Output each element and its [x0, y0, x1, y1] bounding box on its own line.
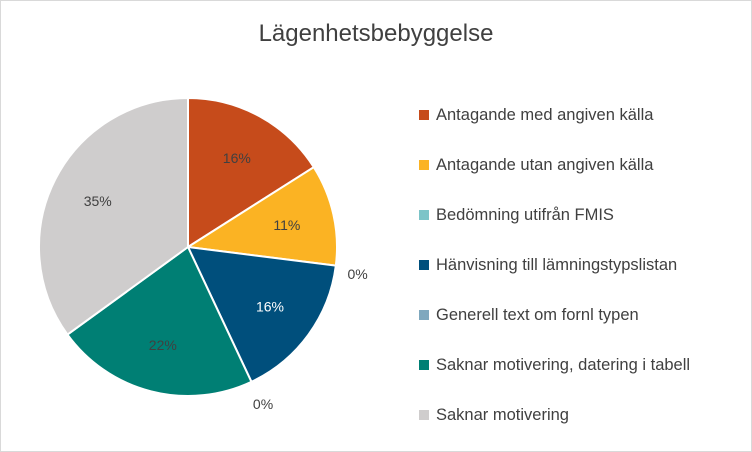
legend-swatch: [419, 310, 429, 320]
legend-swatch: [419, 160, 429, 170]
chart-title: Lägenhetsbebyggelse: [258, 20, 494, 47]
legend-item: Antagande med angiven källa: [419, 90, 749, 140]
legend-swatch: [419, 360, 429, 370]
legend-swatch: [419, 410, 429, 420]
legend-item: Saknar motivering: [419, 390, 749, 440]
data-label: 22%: [149, 337, 177, 353]
legend-item: Saknar motivering, datering i tabell: [419, 340, 749, 390]
legend-swatch: [419, 110, 429, 120]
legend-label: Saknar motivering, datering i tabell: [436, 355, 691, 374]
pie-slice: [186, 245, 337, 384]
data-label: 0%: [347, 266, 367, 282]
legend-label: Saknar motivering: [436, 405, 569, 424]
data-label: 16%: [223, 150, 251, 166]
legend-swatch: [419, 260, 429, 270]
legend-label: Hänvisning till lämningstypslistan: [436, 255, 678, 274]
pie-slices: [38, 96, 338, 397]
legend-label: Antagande med angiven källa: [436, 105, 654, 124]
legend-item: Bedömning utifrån FMIS: [419, 190, 749, 240]
legend-swatch: [419, 210, 429, 220]
pie-slice: [187, 96, 316, 249]
data-label: 16%: [256, 299, 284, 315]
legend-item: Generell text om fornl typen: [419, 290, 749, 340]
legend-label: Antagande utan angiven källa: [436, 155, 654, 174]
legend: Antagande med angiven källa Antagande uta…: [419, 90, 749, 440]
data-label: 35%: [84, 193, 112, 209]
pie-slice: [38, 96, 189, 336]
data-label: 0%: [253, 396, 273, 412]
legend-item: Antagande utan angiven källa: [419, 140, 749, 190]
legend-item: Hänvisning till lämningstypslistan: [419, 240, 749, 290]
pie-labels: 16% 11% 0% 16% 0% 22% 35%: [84, 150, 368, 412]
pie-slice: [66, 245, 253, 397]
legend-label: Bedömning utifrån FMIS: [436, 205, 614, 224]
pie-slice: [185, 165, 338, 267]
legend-label: Generell text om fornl typen: [436, 305, 639, 324]
data-label: 11%: [273, 217, 300, 233]
